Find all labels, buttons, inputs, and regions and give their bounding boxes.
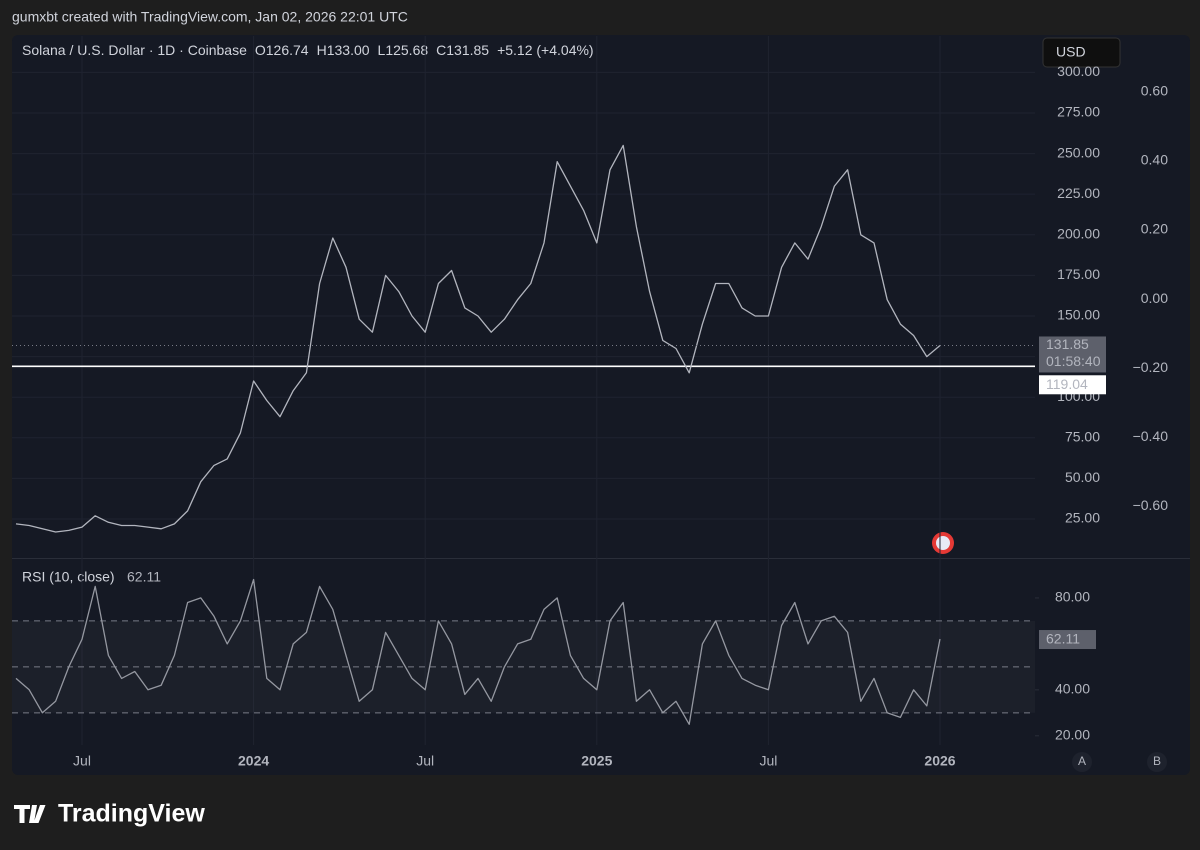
y2-tick-label: 0.00 [1141, 290, 1168, 306]
y-tick-label: 25.00 [1065, 510, 1100, 526]
y2-tick-label: −0.60 [1133, 497, 1169, 513]
brand-logo [14, 805, 46, 823]
y-tick-label: 75.00 [1065, 429, 1100, 445]
x-tick-label: Jul [759, 753, 777, 769]
y-tick-label: 225.00 [1057, 185, 1100, 201]
y-tick-label: 275.00 [1057, 104, 1100, 120]
button-b-label: B [1153, 754, 1161, 768]
y2-tick-label: 0.20 [1141, 221, 1168, 237]
y-tick-label: 200.00 [1057, 225, 1100, 241]
x-tick-label: Jul [73, 753, 91, 769]
ohlc-open: O126.74 [255, 42, 309, 58]
chart-panel [12, 35, 1190, 775]
ohlc-high: H133.00 [317, 42, 370, 58]
y2-tick-label: −0.40 [1133, 428, 1169, 444]
button-a[interactable] [1072, 752, 1092, 772]
x-tick-label: Jul [416, 753, 434, 769]
y-tick-label: 175.00 [1057, 266, 1100, 282]
support-label: 119.04 [1046, 376, 1088, 392]
rsi-last-label: 62.11 [1046, 631, 1080, 647]
x-tick-label: 2026 [924, 753, 955, 769]
rsi-value: 62.11 [127, 569, 161, 585]
x-tick-label: 2024 [238, 753, 269, 769]
y2-tick-label: 0.40 [1141, 152, 1168, 168]
rsi-title: RSI (10, close) [22, 569, 115, 585]
y2-tick-label: −0.20 [1133, 359, 1169, 375]
y-tick-label: 250.00 [1057, 144, 1100, 160]
brand-name: TradingView [58, 800, 205, 828]
support-box [1039, 375, 1106, 395]
rsi-tick-label: 20.00 [1055, 727, 1090, 743]
countdown-label: 01:58:40 [1046, 353, 1101, 369]
header: gumxbt created with TradingView.com, Jan… [12, 9, 408, 25]
rsi-tick-label: 80.00 [1055, 589, 1090, 605]
series-line [15, 144, 941, 533]
ohlc-low: L125.68 [378, 42, 429, 58]
y-tick-label: 150.00 [1057, 307, 1100, 323]
currency-button[interactable] [1042, 37, 1121, 68]
button-a-label: A [1078, 754, 1086, 768]
y-tick-label: 50.00 [1065, 469, 1100, 485]
y-tick-label: 300.00 [1057, 63, 1100, 79]
symbol-title: Solana / U.S. Dollar · 1D · Coinbase [22, 42, 247, 58]
rsi-tick-label: 40.00 [1055, 681, 1090, 697]
currency-label: USD [1056, 44, 1086, 60]
series-line [15, 578, 941, 725]
button-b[interactable] [1147, 752, 1167, 772]
ohlc-close: C131.85 [436, 42, 489, 58]
event-icon-inner [936, 536, 950, 550]
x-tick-label: 2025 [581, 753, 612, 769]
ohlc-change: +5.12 (+4.04%) [497, 42, 594, 58]
legend: Solana / U.S. Dollar · 1D · Coinbase O126… [22, 42, 594, 58]
y2-tick-label: 0.60 [1141, 83, 1168, 99]
rsi-last-box [1039, 630, 1096, 650]
last-price-label: 131.85 [1046, 336, 1089, 352]
last-price-box [1039, 336, 1106, 373]
